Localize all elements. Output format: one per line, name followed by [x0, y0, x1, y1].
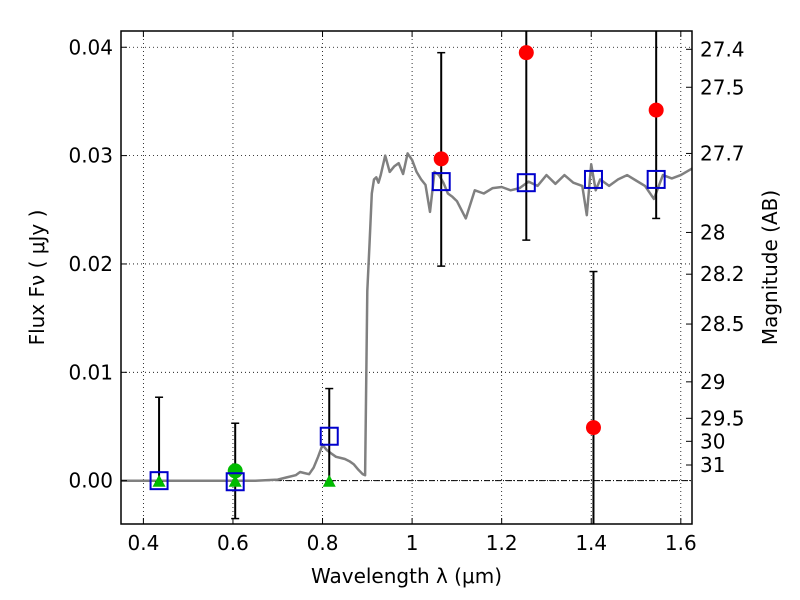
model-photometry-point	[646, 169, 666, 189]
model-photometry-point	[431, 172, 451, 192]
model-photometry-point	[149, 471, 169, 491]
upper-limit-marker	[322, 474, 336, 487]
upper-limit-marker	[228, 474, 242, 487]
y-tick-label: 0.04	[68, 35, 113, 59]
y-axis-label: Flux Fν ( μJy )	[25, 210, 49, 346]
model-photometry-point	[225, 472, 245, 492]
x-tick-label: 1.4	[575, 531, 607, 555]
x-axis-label: Wavelength λ (μm)	[311, 564, 502, 588]
right-tick-label: 28	[700, 220, 725, 244]
right-tick-label: 29	[700, 370, 725, 394]
y-tick-label: 0.03	[68, 144, 113, 168]
right-tick-label: 29.5	[700, 406, 745, 430]
x-tick-label: 1.6	[665, 531, 697, 555]
flux-point	[433, 151, 449, 167]
model-photometry-point	[319, 426, 339, 446]
y-tick-label: 0.00	[68, 469, 113, 493]
flux-point	[518, 45, 534, 61]
plot-frame	[120, 30, 693, 525]
y-tick-label: 0.02	[68, 252, 113, 276]
right-axis-label: Magnitude (AB)	[758, 190, 782, 345]
x-tick-label: 1	[406, 531, 419, 555]
upper-limit-marker	[152, 474, 166, 487]
flux-point	[227, 463, 243, 479]
errorbar-layer	[155, 31, 661, 524]
y-tick-label: 0.01	[68, 360, 113, 384]
x-tick-label: 0.6	[217, 531, 249, 555]
x-tick-label: 0.8	[307, 531, 339, 555]
right-tick-label: 27.5	[700, 75, 745, 99]
x-axis-ticks: 0.4 0.6 0.8 1 1.2 1.4 1.6	[127, 31, 697, 555]
marker-layer	[149, 45, 666, 492]
right-tick-label: 27.7	[700, 141, 745, 165]
flux-point	[648, 102, 664, 118]
flux-point	[585, 420, 601, 436]
x-tick-label: 0.4	[127, 531, 159, 555]
right-tick-label: 28.5	[700, 312, 745, 336]
series-layer	[121, 152, 693, 482]
y-axis-ticks: 0.00 0.01 0.02 0.03 0.04	[68, 35, 127, 493]
right-tick-label: 27.4	[700, 37, 745, 61]
model-spectrum-line	[121, 152, 693, 482]
grid	[121, 31, 692, 524]
x-tick-label: 1.2	[486, 531, 518, 555]
right-tick-label: 28.2	[700, 262, 745, 286]
model-photometry-point	[583, 169, 603, 189]
right-tick-label: 30	[700, 429, 725, 453]
right-tick-label: 31	[700, 453, 725, 477]
model-photometry-point	[516, 173, 536, 193]
